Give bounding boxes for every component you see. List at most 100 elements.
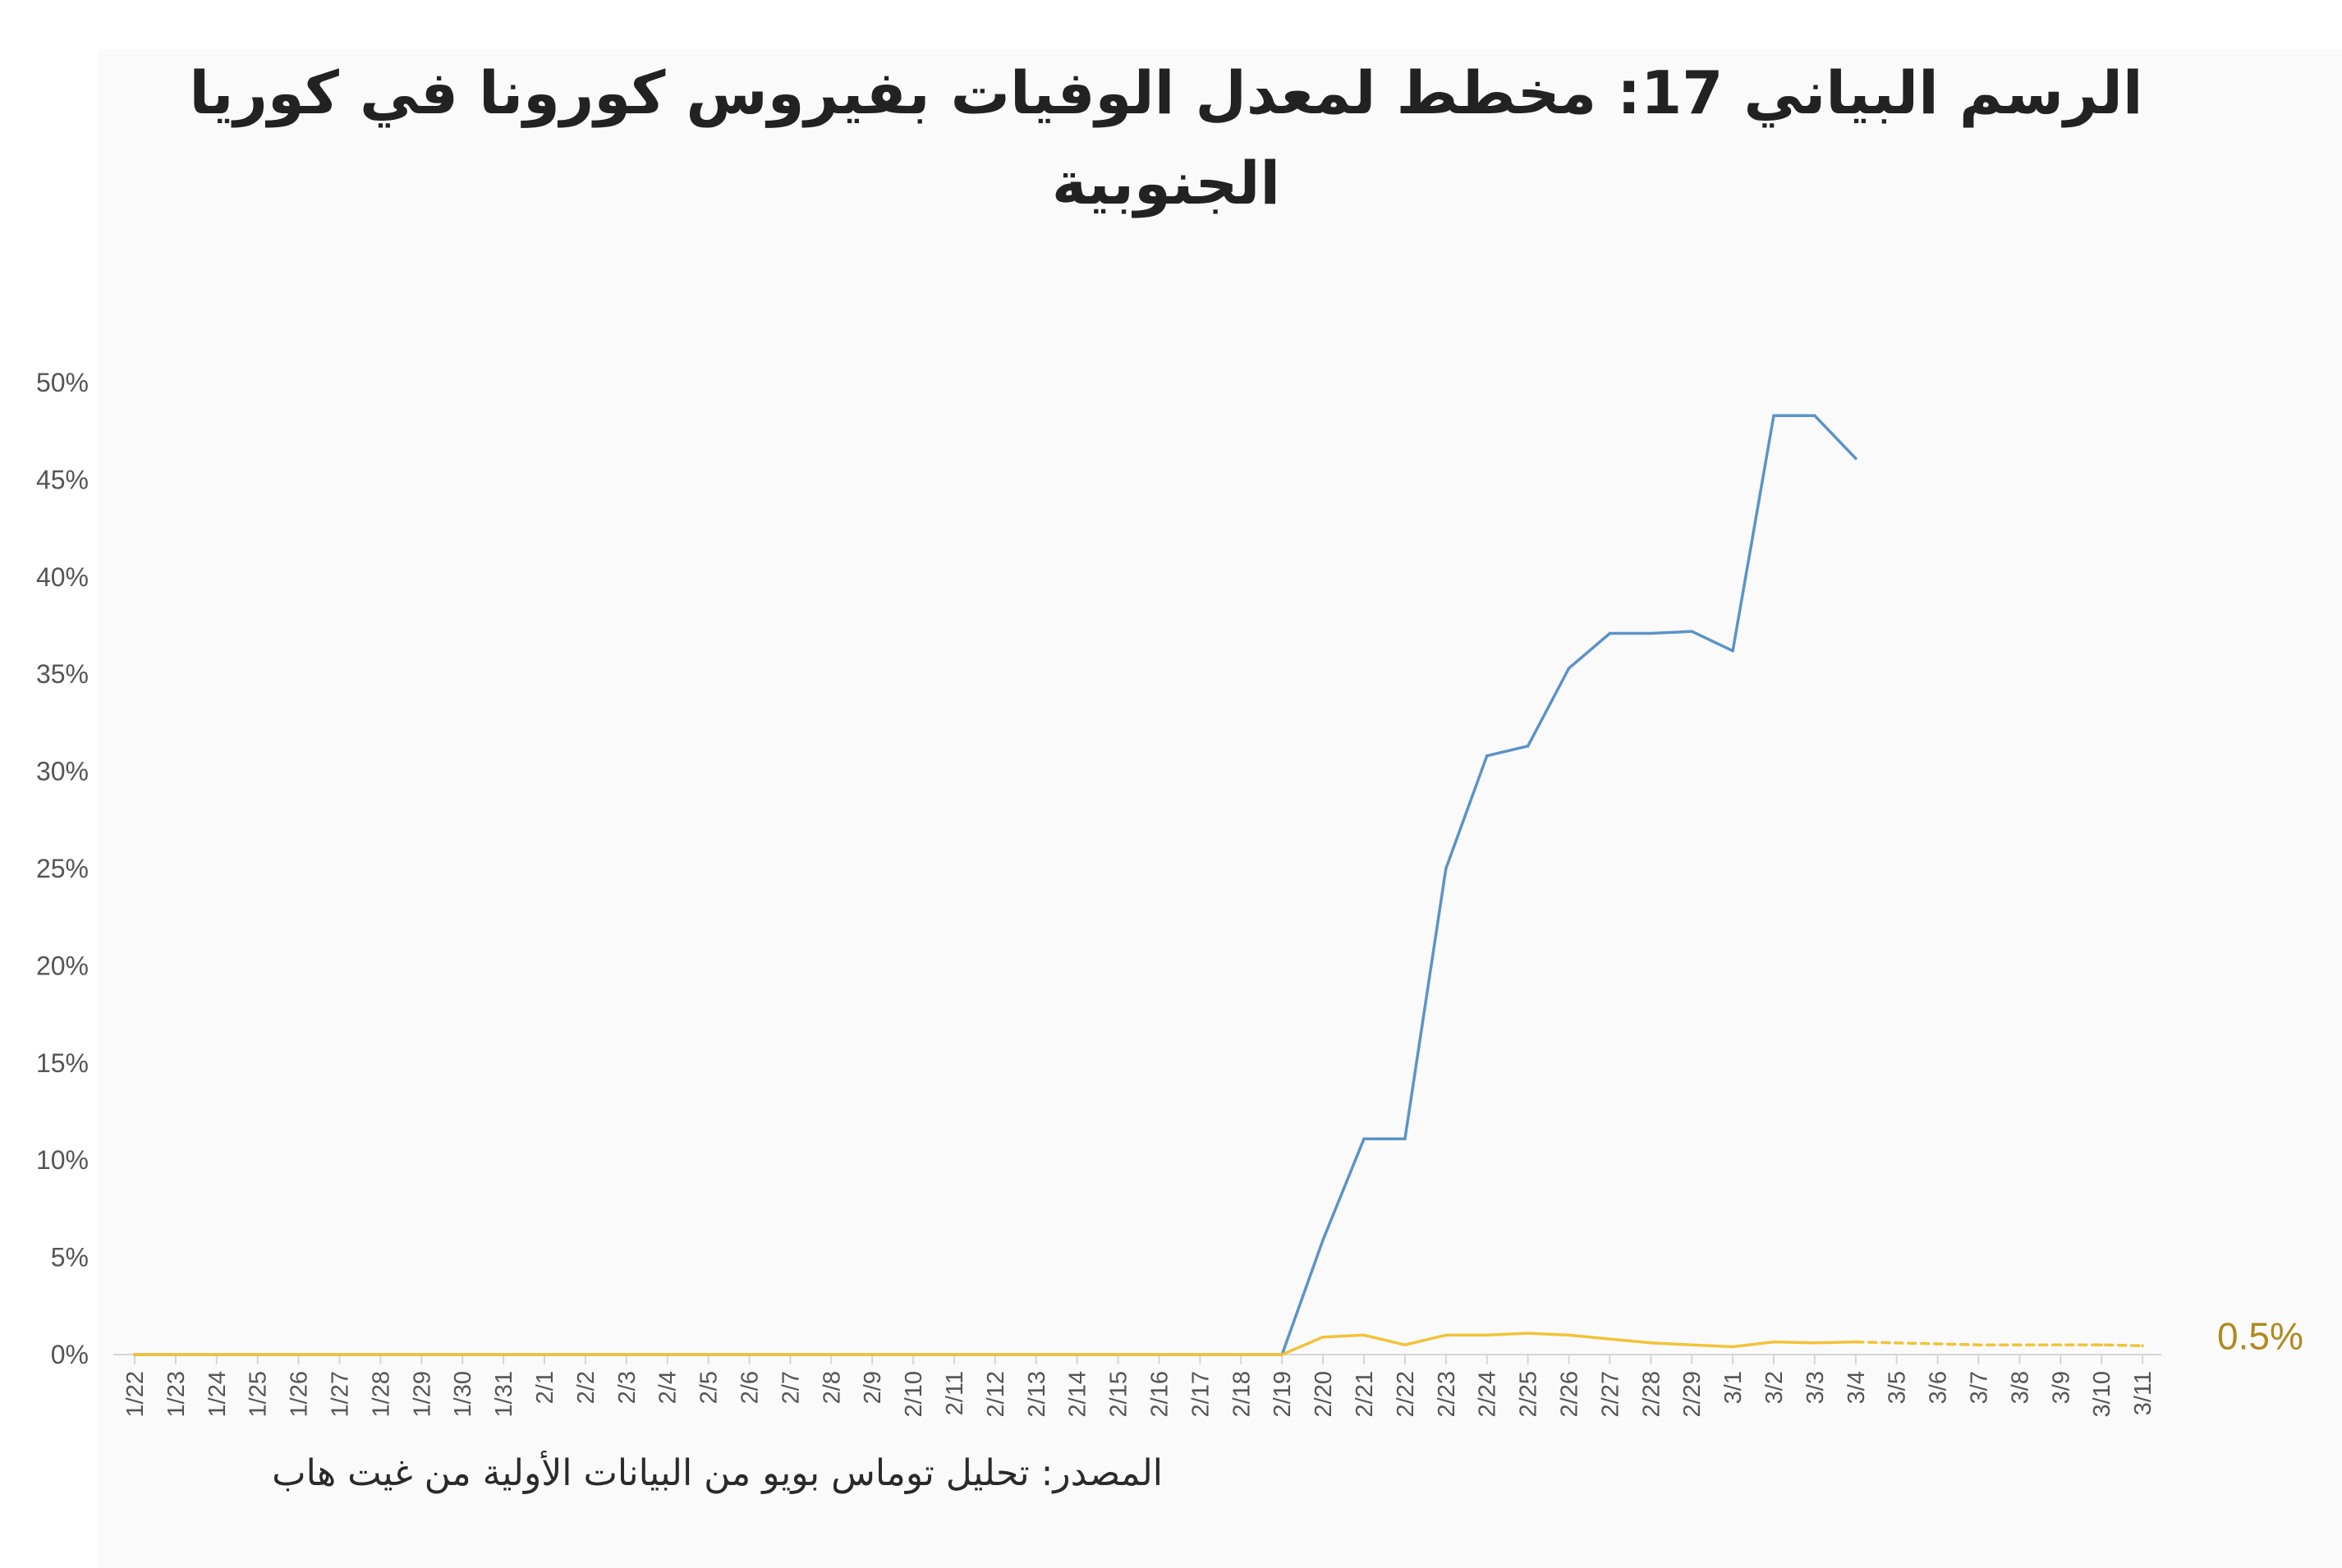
x-tick-label: 2/9 — [860, 1371, 886, 1404]
x-tick-label: 2/5 — [696, 1371, 723, 1404]
chart-background-panel — [97, 49, 2342, 1568]
x-tick-label: 2/16 — [1147, 1371, 1173, 1417]
x-tick-label: 3/2 — [1761, 1371, 1788, 1404]
x-tick-label: 2/20 — [1311, 1371, 1337, 1417]
data-point — [1813, 1341, 1816, 1345]
x-tick-label: 2/19 — [1270, 1371, 1296, 1417]
x-tick-label: 1/29 — [409, 1371, 435, 1417]
data-point — [1649, 1341, 1653, 1345]
x-tick-label: 2/14 — [1065, 1371, 1091, 1417]
y-tick-label: 40% — [36, 562, 89, 592]
x-tick-label: 1/28 — [368, 1371, 394, 1417]
data-point — [1444, 867, 1448, 870]
data-point — [1321, 1238, 1325, 1242]
chart-title: الرسم البياني 17: مخطط لمعدل الوفيات بفي… — [189, 58, 2143, 218]
chart-labels: 0.5% — [2217, 1314, 2303, 1357]
y-tick-label: 5% — [51, 1243, 89, 1272]
data-point — [1362, 1333, 1366, 1337]
data-point — [1772, 414, 1775, 418]
data-point — [1444, 1333, 1448, 1337]
x-tick-label: 2/10 — [901, 1371, 927, 1417]
data-point — [1526, 745, 1530, 748]
y-tick-label: 35% — [36, 659, 89, 689]
data-point — [1280, 1353, 1284, 1356]
x-tick-label: 2/28 — [1638, 1371, 1665, 1417]
data-point — [870, 1353, 874, 1356]
data-point — [1690, 1343, 1693, 1346]
data-point — [1116, 1353, 1120, 1356]
data-point — [1977, 1343, 1981, 1346]
y-tick-label: 15% — [36, 1048, 89, 1078]
data-point — [1485, 1333, 1489, 1337]
x-tick-label: 3/9 — [2048, 1371, 2074, 1404]
data-point — [461, 1353, 464, 1356]
data-point — [1894, 1341, 1899, 1345]
source-note: المصدر: تحليل توماس بويو من البيانات الأ… — [272, 1452, 1163, 1494]
data-point — [296, 1353, 301, 1356]
x-tick-label: 1/25 — [246, 1371, 272, 1417]
data-point — [1690, 630, 1693, 633]
x-tick-label: 1/30 — [450, 1371, 476, 1417]
data-point — [1649, 631, 1653, 635]
data-point — [994, 1353, 997, 1356]
x-tick-label: 1/23 — [163, 1371, 190, 1417]
data-point — [1526, 1332, 1530, 1335]
x-tick-label: 1/31 — [491, 1371, 517, 1417]
x-tick-label: 1/22 — [122, 1371, 149, 1417]
x-tick-label: 2/13 — [1024, 1371, 1050, 1417]
data-point — [1198, 1353, 1202, 1356]
x-tick-label: 2/27 — [1597, 1371, 1623, 1417]
x-tick-label: 1/26 — [287, 1371, 313, 1417]
data-point — [1157, 1353, 1161, 1356]
data-point — [133, 1353, 136, 1356]
data-point — [2018, 1343, 2022, 1346]
data-point — [1321, 1335, 1325, 1339]
data-point — [1608, 1337, 1612, 1341]
data-point — [379, 1353, 383, 1356]
x-tick-label: 3/1 — [1720, 1371, 1747, 1404]
y-tick-label: 25% — [36, 854, 89, 883]
y-tick-label: 50% — [36, 368, 89, 397]
series-line-1 — [133, 1332, 1858, 1356]
data-point — [706, 1353, 710, 1356]
series-line-2 — [1854, 1340, 2144, 1348]
data-point — [1239, 1353, 1243, 1356]
x-tick-label: 1/24 — [204, 1371, 231, 1417]
x-tick-label: 2/21 — [1352, 1371, 1378, 1417]
x-tick-label: 3/7 — [1967, 1371, 1993, 1404]
x-tick-label: 2/17 — [1187, 1371, 1214, 1417]
data-point — [1731, 649, 1734, 653]
data-point — [2100, 1343, 2103, 1346]
x-tick-label: 2/15 — [1106, 1371, 1132, 1417]
data-point — [420, 1353, 424, 1356]
x-tick-label: 3/5 — [1885, 1371, 1911, 1404]
chart-series — [133, 414, 2144, 1356]
data-point — [502, 1353, 505, 1356]
x-tick-label: 3/6 — [1926, 1371, 1952, 1404]
x-tick-label: 2/18 — [1228, 1371, 1255, 1417]
data-point — [1813, 414, 1816, 418]
x-tick-label: 2/11 — [942, 1371, 968, 1415]
x-tick-label: 2/23 — [1434, 1371, 1460, 1417]
x-tick-label: 2/26 — [1557, 1371, 1583, 1417]
data-point — [665, 1353, 669, 1356]
x-tick-label: 2/1 — [532, 1371, 558, 1404]
data-point — [1772, 1340, 1775, 1344]
data-point — [1485, 754, 1489, 758]
data-point — [1362, 1137, 1366, 1140]
data-point — [788, 1353, 792, 1356]
data-point — [215, 1353, 218, 1356]
y-tick-label: 45% — [36, 465, 89, 494]
x-tick-label: 2/3 — [614, 1371, 641, 1404]
data-point — [625, 1353, 628, 1356]
x-tick-label: 3/4 — [1844, 1371, 1870, 1404]
x-tick-label: 1/27 — [328, 1371, 354, 1417]
x-tick-label: 2/4 — [655, 1371, 682, 1404]
end-value-label: 0.5% — [2217, 1314, 2303, 1357]
y-tick-label: 10% — [36, 1145, 89, 1175]
data-point — [1567, 1333, 1571, 1337]
y-tick-label: 20% — [36, 951, 89, 980]
data-point — [829, 1353, 833, 1356]
data-point — [1854, 456, 1858, 461]
